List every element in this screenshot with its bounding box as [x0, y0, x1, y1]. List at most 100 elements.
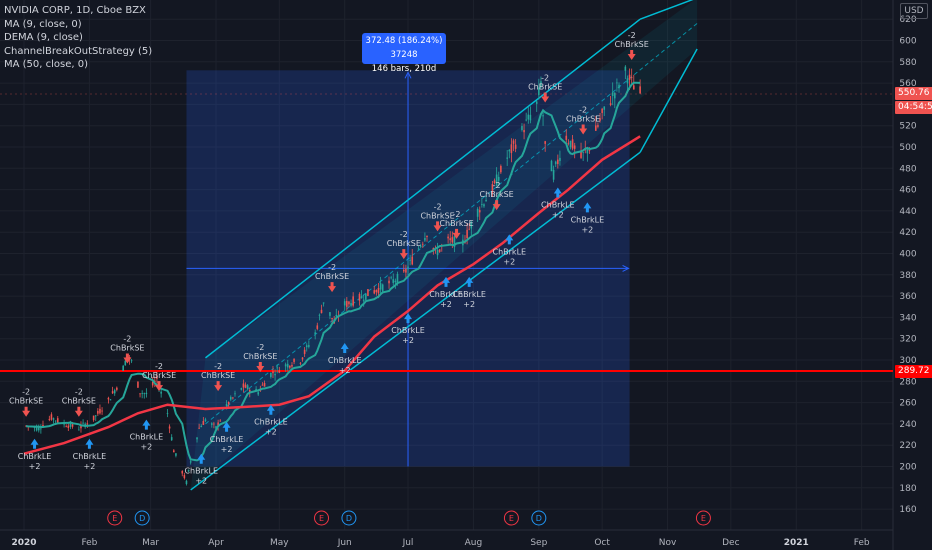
candle-body — [263, 382, 266, 387]
candle-body — [215, 426, 217, 429]
candle — [426, 235, 428, 242]
buy-arrow-icon — [85, 438, 94, 449]
signal-qty: -2 — [155, 362, 163, 371]
candle — [597, 122, 599, 129]
candle-body — [113, 390, 116, 394]
y-tick-label: 500 — [899, 143, 916, 153]
candle — [476, 207, 479, 223]
candle — [65, 424, 67, 428]
candle-body — [632, 85, 635, 90]
candle-body — [185, 480, 188, 485]
candle — [151, 376, 154, 388]
candle — [168, 424, 171, 434]
legend-indicator-ma9[interactable]: MA (9, close, 0) — [4, 18, 82, 30]
candle — [346, 297, 348, 311]
candle-body — [278, 370, 281, 373]
candle — [305, 343, 308, 352]
candle — [189, 459, 192, 465]
candle-body — [139, 393, 141, 395]
candle-body — [618, 84, 620, 89]
candle-body — [99, 408, 101, 414]
candle-body — [521, 126, 523, 131]
candle — [567, 139, 570, 146]
candle — [365, 293, 367, 302]
buy-arrow-icon — [404, 313, 413, 324]
candle-body — [261, 384, 264, 386]
candle-body — [272, 371, 274, 374]
signal-qty: +2 — [29, 462, 41, 471]
candle-body — [449, 238, 452, 241]
y-tick-label: 220 — [899, 441, 916, 451]
event-label: E — [319, 514, 324, 523]
signal-qty: +2 — [440, 300, 452, 309]
candle-body — [170, 437, 173, 441]
x-tick-label: May — [270, 538, 289, 548]
candle — [367, 289, 369, 297]
y-tick-label: 520 — [899, 122, 916, 132]
candle — [405, 264, 407, 279]
candle — [639, 79, 641, 95]
candle — [278, 367, 281, 374]
y-tick-label: 180 — [899, 484, 916, 494]
buy-arrow-icon — [583, 202, 592, 213]
candle — [242, 379, 245, 393]
y-tick-label: 580 — [899, 58, 916, 68]
candle — [552, 165, 555, 183]
candle — [544, 140, 546, 152]
candle-body — [71, 424, 74, 427]
buy-arrow-icon — [442, 276, 450, 287]
y-tick-label: 280 — [899, 377, 916, 387]
candle — [314, 329, 316, 340]
signal-label: ChBrkSE — [420, 211, 454, 220]
candle — [614, 91, 616, 109]
candle — [232, 396, 234, 400]
candle — [92, 415, 95, 422]
signal-label: ChBrkLE — [18, 452, 52, 461]
candle-body — [381, 284, 384, 292]
buy-arrow-icon — [553, 187, 562, 198]
candle — [329, 311, 331, 320]
sell-arrow-icon — [22, 406, 31, 417]
candle — [293, 358, 295, 365]
candle — [348, 300, 350, 308]
candle-body — [544, 141, 546, 144]
candle — [478, 206, 481, 221]
candle-body — [322, 302, 325, 304]
candle-body — [335, 314, 338, 317]
candle-body — [54, 420, 57, 422]
candle-body — [350, 303, 352, 306]
signal-label: ChBrkSE — [110, 343, 144, 352]
y-tick-label: 400 — [899, 250, 916, 260]
candle — [183, 472, 186, 480]
candle-body — [40, 428, 42, 430]
candle — [173, 449, 175, 453]
signal-qty: +2 — [195, 477, 207, 486]
legend-indicator-strategy[interactable]: ChannelBreakOutStrategy (5) — [4, 45, 153, 57]
candle-body — [580, 151, 582, 158]
candle — [470, 220, 473, 236]
measure-arrowhead-right — [622, 264, 630, 272]
candle-body — [571, 139, 574, 149]
candle-body — [286, 363, 289, 368]
candle-body — [329, 312, 331, 316]
candle-body — [141, 393, 143, 394]
candle-body — [508, 149, 511, 152]
legend-indicator-dema[interactable]: DEMA (9, close) — [4, 32, 83, 43]
legend: NVIDIA CORP, 1D, Cboe BZX MA (9, close, … — [4, 4, 152, 72]
candle-body — [525, 119, 527, 121]
y-tick-label: 380 — [899, 271, 916, 281]
legend-indicator-ma50[interactable]: MA (50, close, 0) — [4, 59, 89, 70]
candle-body — [497, 176, 500, 181]
candle — [582, 151, 584, 162]
candle-body — [567, 142, 570, 144]
candle — [52, 417, 55, 424]
signal-label: ChBrkLE — [254, 418, 288, 427]
x-tick-label: 2021 — [784, 538, 809, 548]
measure-change: 372.48 (186.24%) 37248 — [365, 36, 443, 60]
currency-label[interactable]: USD — [900, 3, 928, 19]
candle — [101, 407, 103, 415]
signal-label: ChBrkSE — [315, 272, 349, 281]
candle — [559, 150, 561, 166]
candle-body — [314, 332, 316, 334]
